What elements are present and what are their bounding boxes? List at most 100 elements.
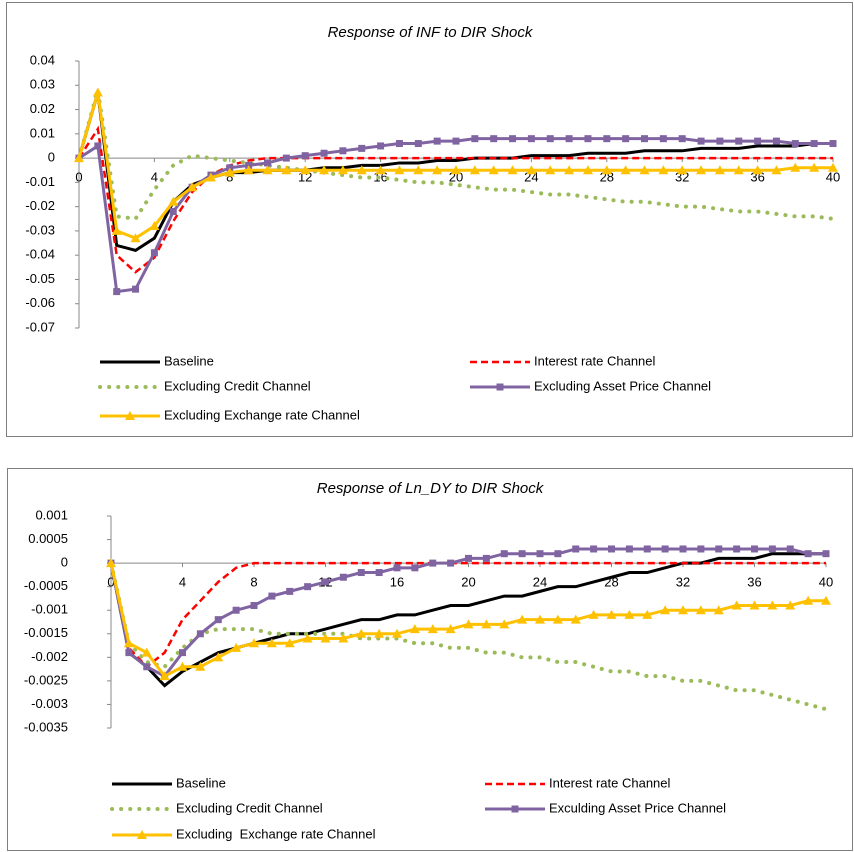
marker xyxy=(411,564,419,572)
marker xyxy=(570,614,581,624)
marker xyxy=(392,628,402,638)
y-tick-label: -0.003 xyxy=(31,696,68,711)
marker xyxy=(113,288,121,296)
marker xyxy=(678,135,686,143)
marker xyxy=(659,135,667,143)
y-tick-label: -0.04 xyxy=(25,247,55,262)
marker xyxy=(262,165,273,175)
marker xyxy=(496,383,504,391)
marker xyxy=(517,614,528,624)
y-tick-label: -0.03 xyxy=(25,222,55,237)
marker xyxy=(488,165,499,175)
marker xyxy=(536,550,544,558)
marker xyxy=(111,225,122,235)
chart-title: Response of INF to DIR Shock xyxy=(328,24,534,41)
marker xyxy=(642,609,653,619)
marker xyxy=(465,554,472,562)
legend-label: Excluding Exchange rate Channel xyxy=(164,407,360,422)
marker xyxy=(433,137,441,145)
y-tick-label: -0.001 xyxy=(31,602,68,617)
marker xyxy=(375,569,383,577)
chart-frame xyxy=(6,2,853,437)
marker xyxy=(301,152,309,160)
marker xyxy=(546,135,554,143)
marker xyxy=(751,545,758,553)
marker xyxy=(714,165,725,175)
marker xyxy=(300,165,311,175)
x-tick-label: 8 xyxy=(250,575,257,590)
marker xyxy=(205,172,216,182)
marker xyxy=(429,559,437,567)
chart-frame xyxy=(7,468,853,851)
marker xyxy=(169,207,177,215)
marker xyxy=(790,162,801,172)
x-tick-label: 4 xyxy=(179,575,186,590)
marker xyxy=(661,545,669,553)
marker xyxy=(231,642,242,652)
legend-label: Interest rate Channel xyxy=(534,353,656,368)
marker xyxy=(463,619,474,629)
marker xyxy=(749,600,760,610)
marker xyxy=(214,616,222,624)
marker xyxy=(545,165,556,175)
marker xyxy=(733,545,741,553)
x-tick-label: 32 xyxy=(676,575,690,590)
marker xyxy=(394,165,405,175)
marker xyxy=(786,545,794,553)
marker xyxy=(469,165,480,175)
marker xyxy=(564,165,575,175)
y-tick-label: -0.01 xyxy=(25,174,55,189)
x-tick-label: 36 xyxy=(747,575,761,590)
legend-label: Baseline xyxy=(176,775,226,790)
y-tick-label: -0.02 xyxy=(25,198,55,213)
y-tick-label: 0.0005 xyxy=(28,531,68,546)
marker xyxy=(338,633,349,643)
marker xyxy=(414,140,422,148)
marker xyxy=(393,564,401,572)
marker xyxy=(187,182,198,192)
marker xyxy=(590,545,598,553)
marker xyxy=(606,609,617,619)
marker xyxy=(196,630,204,638)
marker xyxy=(92,87,103,97)
marker xyxy=(715,545,723,553)
y-tick-label: 0.01 xyxy=(30,125,55,140)
marker xyxy=(356,165,367,175)
series-line xyxy=(77,89,835,221)
marker xyxy=(179,649,186,657)
marker xyxy=(713,605,724,615)
marker xyxy=(395,140,403,148)
marker xyxy=(409,624,420,634)
marker xyxy=(828,162,838,172)
marker xyxy=(803,595,814,605)
marker xyxy=(499,619,510,629)
marker xyxy=(132,285,140,293)
marker xyxy=(374,628,385,638)
marker xyxy=(94,142,102,150)
marker xyxy=(250,602,258,610)
marker xyxy=(490,135,498,143)
marker xyxy=(804,550,812,558)
marker xyxy=(137,830,147,839)
y-tick-label: -0.06 xyxy=(25,295,55,310)
marker xyxy=(588,609,599,619)
y-tick-label: 0 xyxy=(48,150,55,165)
marker xyxy=(582,165,593,175)
marker xyxy=(286,587,294,595)
marker xyxy=(451,165,461,175)
marker xyxy=(243,165,254,175)
y-tick-label: -0.07 xyxy=(25,319,55,334)
x-tick-label: 24 xyxy=(533,575,547,590)
marker xyxy=(150,249,158,257)
marker xyxy=(375,165,386,175)
marker xyxy=(768,545,776,553)
marker xyxy=(304,583,312,591)
marker xyxy=(339,147,347,155)
marker xyxy=(608,545,615,553)
y-tick-label: -0.05 xyxy=(25,271,55,286)
marker xyxy=(527,135,535,143)
marker xyxy=(339,573,347,581)
marker xyxy=(357,569,365,577)
marker xyxy=(264,159,271,167)
marker xyxy=(791,140,799,148)
